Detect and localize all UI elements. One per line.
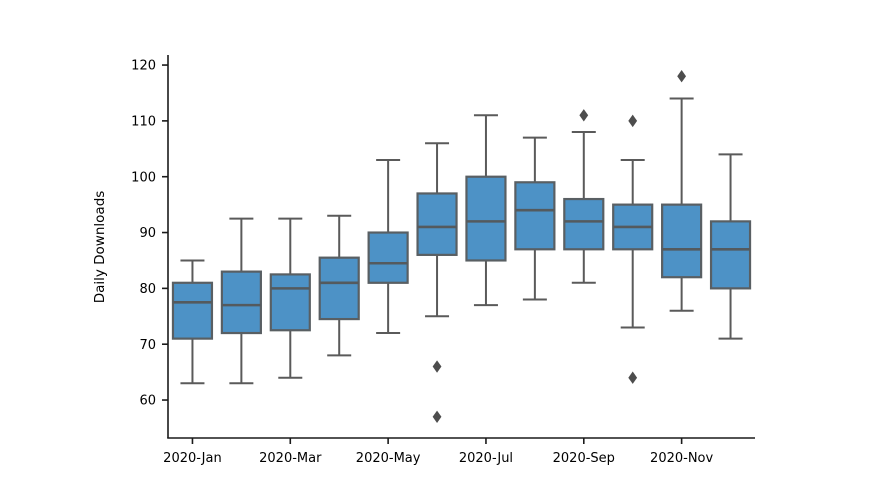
iqr-box: [514, 181, 556, 251]
outlier-diamond: [677, 70, 687, 83]
box-2020-Nov: [661, 70, 703, 312]
x-tick-label: 2020-Jan: [163, 451, 222, 466]
iqr-box: [416, 192, 458, 256]
x-tick-label: 2020-Sep: [553, 451, 615, 466]
plot-area: 60 70 80 90 100 110 120 2020-Jan 2020-Mar 2020-Ma…: [131, 55, 755, 466]
iqr-box: [269, 273, 311, 332]
outlier-diamond: [432, 360, 442, 373]
y-tick-label: 110: [131, 114, 156, 129]
x-tick-label: 2020-Jul: [459, 451, 513, 466]
iqr-box: [709, 220, 752, 290]
x-tick-label: 2020-Mar: [259, 451, 322, 466]
box-2020-Jan: [171, 259, 214, 385]
y-tick-label: 100: [131, 170, 156, 185]
y-axis-title: Daily Downloads: [92, 191, 108, 304]
y-tick-label: 60: [139, 394, 156, 409]
outlier-diamond: [628, 371, 638, 384]
x-tick-label: 2020-May: [356, 451, 421, 466]
axes: 60 70 80 90 100 110 120 2020-Jan 2020-Mar 2020-Ma…: [131, 55, 755, 466]
box-2020-Mar: [269, 217, 311, 379]
box-2020-Dec: [709, 153, 752, 340]
x-tick-label: 2020-Nov: [650, 451, 713, 466]
iqr-box: [563, 197, 605, 251]
y-tick-label: 120: [131, 59, 156, 74]
y-tick-label: 80: [139, 282, 156, 297]
box-2020-Oct: [612, 114, 654, 384]
iqr-box: [220, 270, 262, 335]
outlier-diamond: [628, 114, 638, 128]
iqr-box: [171, 281, 214, 340]
iqr-box: [318, 256, 360, 321]
y-tick-label: 70: [139, 338, 156, 353]
iqr-box: [661, 203, 703, 279]
outlier-diamond: [579, 109, 589, 122]
y-tick-label: 90: [139, 226, 156, 241]
box-2020-Sep: [563, 109, 605, 284]
iqr-box: [465, 175, 507, 262]
box-2020-May: [367, 158, 409, 335]
box-2020-Feb: [220, 217, 262, 385]
box-2020-Jun: [416, 142, 458, 423]
iqr-box: [367, 231, 409, 284]
box-2020-Jul: [465, 114, 507, 307]
outlier-diamond: [432, 410, 442, 423]
box-2020-Apr: [318, 214, 360, 357]
box-2020-Aug: [514, 136, 556, 301]
